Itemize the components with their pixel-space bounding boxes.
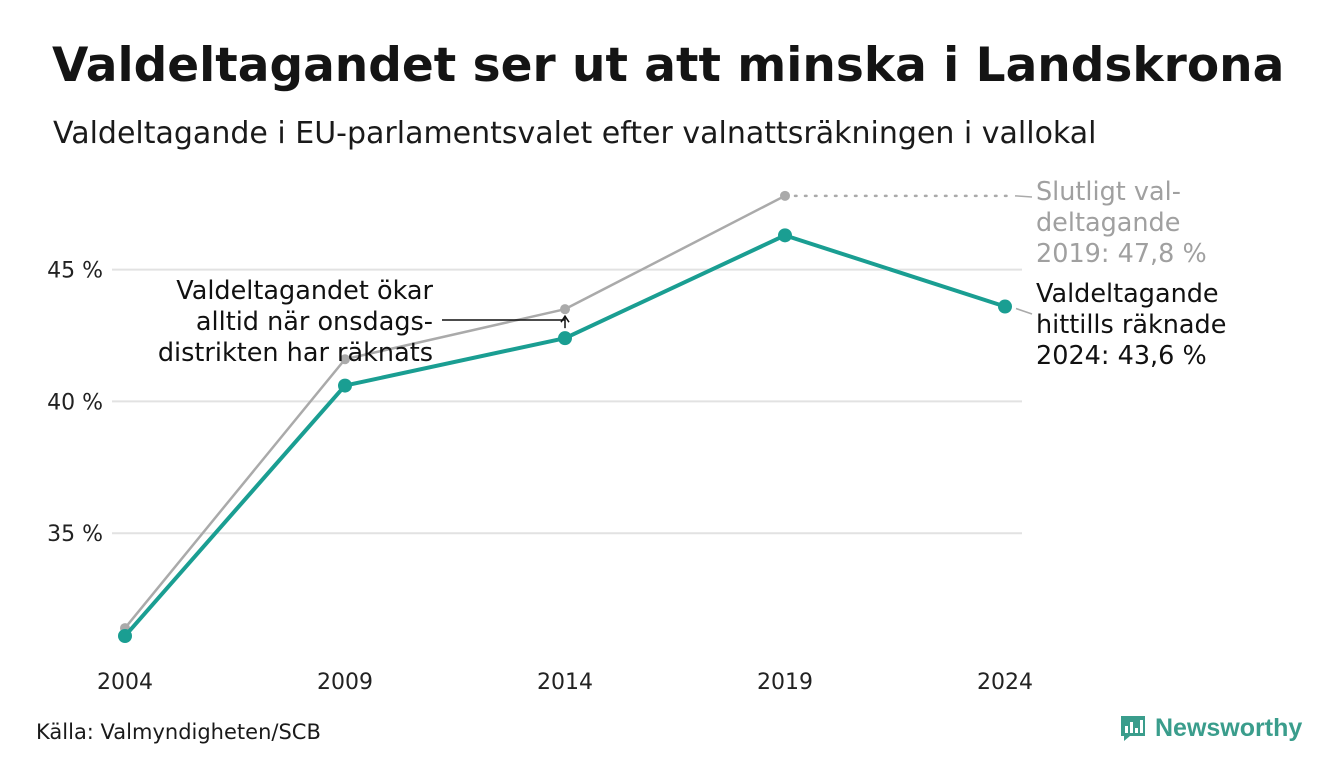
annotation-latest-line: hittills räknade (1036, 310, 1226, 340)
annotation-note-line: Valdeltagandet ökar (176, 276, 433, 306)
annotation-latest-line: 2024: 43,6 % (1036, 341, 1207, 371)
brand-name: Newsworthy (1155, 713, 1303, 742)
annotation-note-line: distrikten har räknats (158, 338, 433, 368)
newsworthy-logo-icon (1121, 716, 1145, 741)
y-tick-label: 40 % (47, 390, 103, 415)
annotation-note-line: alltid när onsdags- (196, 307, 433, 337)
annotation-final-line: Slutligt val- (1036, 177, 1181, 207)
series-line-final (124, 194, 786, 629)
annotation-final-line: deltagande (1036, 208, 1180, 238)
x-tick-label: 2014 (537, 670, 593, 695)
x-tick-label: 2009 (317, 670, 373, 695)
latest-connector (1015, 307, 1033, 315)
x-tick-label: 2004 (97, 670, 153, 695)
annotation-latest-line: Valdeltagande (1036, 279, 1219, 309)
data-point-preliminary-2009 (338, 378, 352, 393)
data-point-preliminary-2019 (778, 228, 792, 243)
data-point-preliminary-2004 (118, 629, 132, 644)
brand-logo: Newsworthy (1118, 713, 1302, 743)
data-point-final-2019 (780, 190, 790, 201)
source-note: Källa: Valmyndigheten/SCB (36, 720, 321, 744)
data-point-preliminary-2024 (998, 299, 1012, 314)
chart-title: Valdeltagandet ser ut att minska i Lands… (52, 38, 1285, 93)
note-arrowhead (560, 314, 570, 323)
y-tick-label: 45 % (47, 259, 103, 284)
final-connector (1014, 195, 1033, 198)
data-point-preliminary-2014 (558, 331, 572, 346)
x-tick-label: 2024 (977, 670, 1033, 695)
annotation-final-line: 2019: 47,8 % (1036, 239, 1207, 269)
data-point-final-2014 (560, 304, 570, 315)
data-point-final-2009 (340, 354, 350, 365)
chart-subtitle: Valdeltagande i EU-parlamentsvalet efter… (53, 116, 1097, 151)
x-tick-label: 2019 (757, 670, 813, 695)
y-tick-label: 35 % (47, 522, 103, 547)
